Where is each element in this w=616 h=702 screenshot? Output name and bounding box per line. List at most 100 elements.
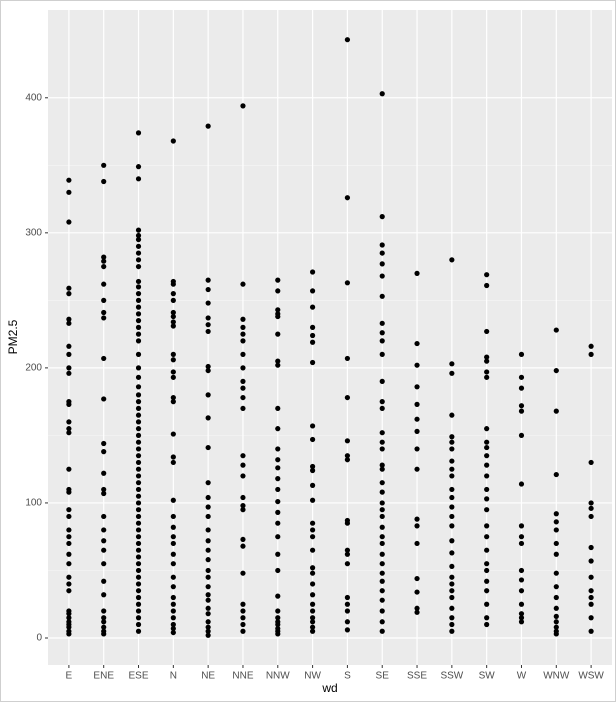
point (275, 465, 281, 471)
point (135, 304, 142, 310)
point (135, 384, 142, 390)
point (379, 608, 385, 614)
point (66, 466, 72, 472)
point (449, 412, 455, 418)
point (309, 547, 316, 553)
point (240, 281, 246, 287)
point (484, 328, 490, 335)
point (135, 263, 142, 270)
point (484, 473, 490, 479)
point (518, 577, 525, 583)
x-axis-label: wd (321, 681, 337, 695)
point (135, 527, 142, 533)
point (344, 195, 351, 201)
point (135, 297, 142, 303)
point (135, 130, 142, 136)
point (101, 578, 107, 584)
point (170, 524, 176, 530)
point (170, 369, 176, 375)
point (66, 351, 72, 357)
point (518, 540, 525, 547)
point (66, 189, 72, 195)
point (449, 466, 455, 472)
point (135, 615, 142, 621)
point (101, 396, 107, 402)
point (101, 440, 107, 447)
point (240, 385, 246, 391)
point (240, 570, 246, 576)
point (379, 500, 385, 506)
point (135, 486, 142, 493)
point (66, 527, 72, 533)
point (170, 534, 176, 540)
point (484, 507, 490, 513)
point (135, 236, 142, 243)
point (449, 446, 455, 452)
point (240, 453, 246, 459)
point (135, 412, 142, 418)
point (449, 594, 455, 601)
y-tick-label: 100 (25, 498, 42, 509)
point (240, 331, 246, 337)
point (66, 291, 72, 297)
point (379, 551, 385, 557)
point (170, 629, 176, 636)
point (275, 498, 281, 505)
point (344, 561, 351, 567)
point (135, 628, 142, 634)
point (449, 473, 455, 479)
point (275, 313, 281, 320)
point (275, 362, 281, 368)
point (205, 277, 211, 283)
point (240, 628, 246, 634)
point (449, 361, 455, 367)
point (66, 316, 72, 322)
point (135, 257, 142, 263)
point (170, 374, 176, 380)
point (240, 621, 246, 628)
point (309, 581, 316, 587)
point (588, 513, 594, 520)
point (553, 584, 559, 590)
point (275, 307, 281, 313)
point (309, 527, 316, 533)
point (379, 480, 385, 486)
point (101, 608, 107, 614)
point (101, 178, 107, 185)
point (518, 601, 525, 607)
point (101, 527, 107, 533)
point (135, 227, 142, 233)
point (449, 588, 455, 594)
point (379, 619, 385, 625)
point (170, 513, 176, 520)
point (344, 453, 351, 459)
point (309, 619, 316, 625)
point (135, 480, 142, 486)
point (135, 594, 142, 601)
point (170, 319, 176, 325)
point (135, 581, 142, 587)
point (170, 309, 176, 316)
point (240, 503, 246, 509)
point (135, 561, 142, 567)
point (170, 540, 176, 547)
point (66, 513, 72, 520)
point (240, 608, 246, 614)
point (379, 330, 385, 336)
x-tick-label: N (170, 671, 177, 682)
point (344, 355, 351, 362)
point (309, 436, 316, 443)
point (484, 534, 490, 540)
point (449, 486, 455, 493)
point (170, 574, 176, 580)
point (414, 609, 420, 615)
point (484, 578, 490, 584)
point (135, 493, 142, 499)
point (518, 615, 525, 621)
point (344, 601, 351, 607)
point (240, 601, 246, 607)
point (135, 284, 142, 290)
point (379, 628, 385, 634)
point (344, 627, 351, 633)
